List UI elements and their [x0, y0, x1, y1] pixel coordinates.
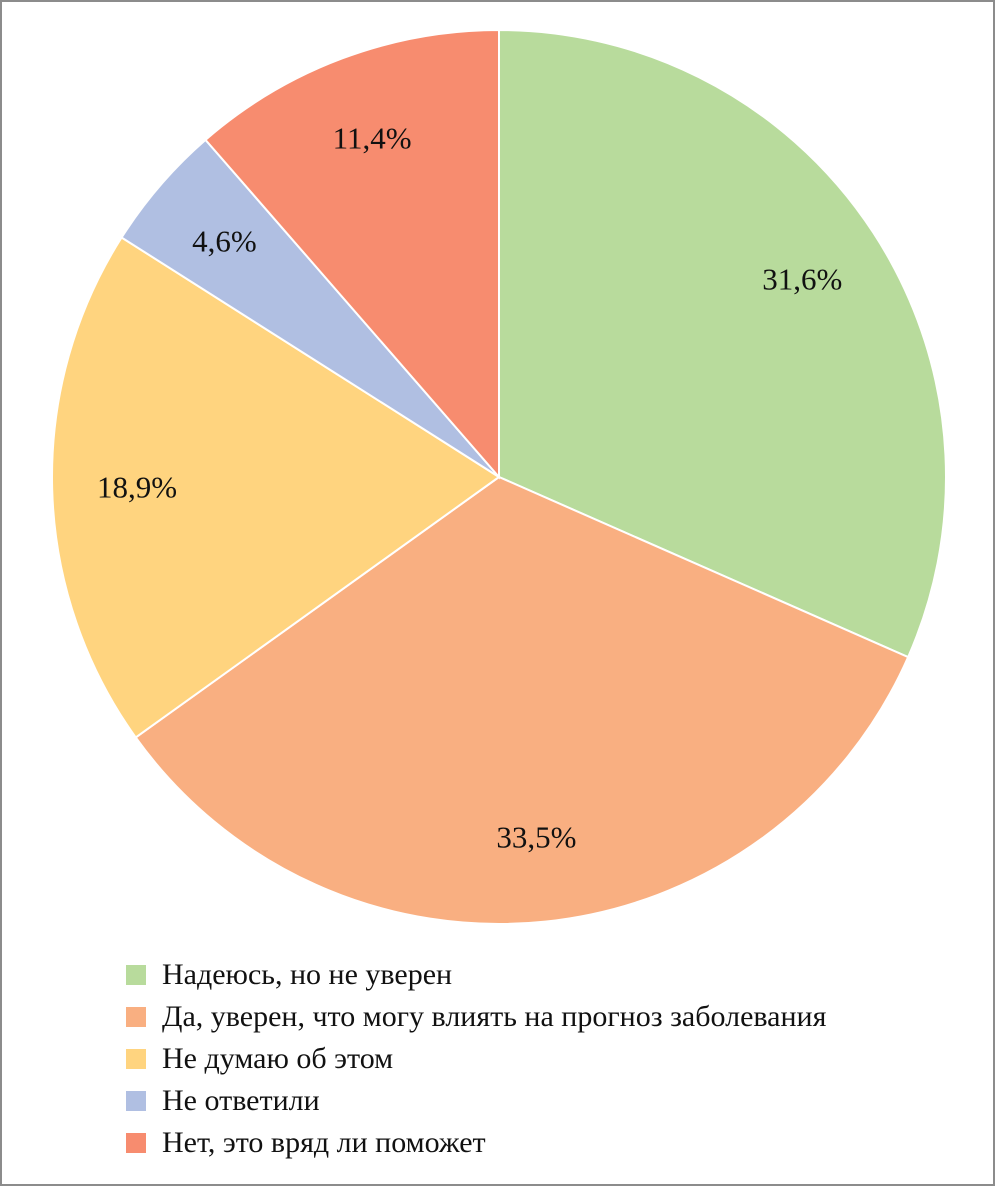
data-label-3: 4,6% — [192, 223, 257, 258]
legend-label-1: Да, уверен, что могу влиять на прогноз з… — [162, 1000, 827, 1033]
legend-swatch-2 — [126, 1049, 146, 1069]
legend-item-3: Не ответили — [126, 1080, 826, 1122]
data-label-1: 33,5% — [496, 820, 576, 855]
legend-label-2: Не думаю об этом — [162, 1042, 394, 1075]
data-label-2: 18,9% — [97, 470, 177, 505]
legend-item-4: Нет, это вряд ли поможет — [126, 1122, 826, 1164]
legend-swatch-4 — [126, 1133, 146, 1153]
pie-slice-1 — [134, 475, 910, 925]
legend: Надеюсь, но не уверен Да, уверен, что мог… — [126, 954, 826, 1164]
pie-slices — [51, 28, 947, 925]
data-label-0: 31,6% — [762, 262, 842, 297]
legend-label-3: Не ответили — [162, 1084, 320, 1117]
pie-slice-4 — [204, 28, 500, 480]
data-label-4: 11,4% — [333, 120, 412, 155]
pie-slice-2 — [51, 236, 501, 739]
legend-item-1: Да, уверен, что могу влиять на прогноз з… — [126, 996, 826, 1038]
legend-label-4: Нет, это вряд ли поможет — [162, 1126, 486, 1159]
legend-label-0: Надеюсь, но не уверен — [162, 958, 453, 991]
legend-item-2: Не думаю об этом — [126, 1038, 826, 1080]
legend-swatch-1 — [126, 1007, 146, 1027]
legend-item-0: Надеюсь, но не уверен — [126, 954, 826, 996]
pie-data-labels: 31,6% 33,5% 18,9% 4,6% 11,4% — [97, 120, 842, 854]
pie-chart: 31,6% 33,5% 18,9% 4,6% 11,4% — [51, 28, 947, 925]
legend-swatch-0 — [126, 965, 146, 985]
legend-swatch-3 — [126, 1091, 146, 1111]
pie-slice-0 — [498, 28, 947, 659]
